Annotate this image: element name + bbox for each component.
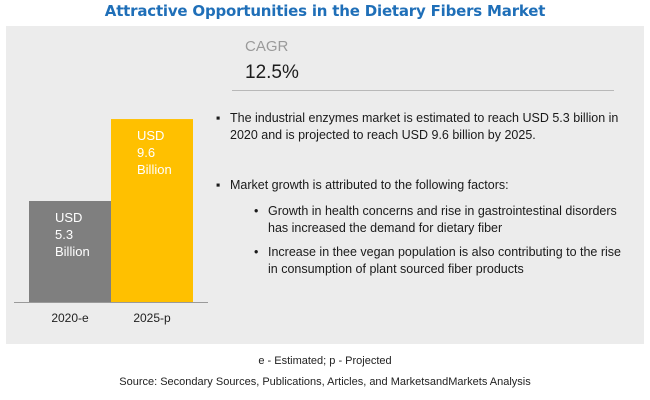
bar-label-2020: USD 5.3 Billion <box>55 210 90 259</box>
cagr-value: 12.5% <box>245 62 299 83</box>
bullet-square-icon: ▪ <box>216 178 221 192</box>
bullet-item: ▪ The industrial enzymes market is estim… <box>216 110 626 144</box>
bullet-square-icon: ▪ <box>216 111 221 125</box>
sub-bullet-item: • Increase in thee vegan population is a… <box>254 244 634 278</box>
cagr-label: CAGR <box>245 38 289 55</box>
cagr-divider <box>232 90 614 91</box>
sub-bullet-text: Increase in thee vegan population is als… <box>268 245 622 276</box>
bar-2020-e <box>29 201 111 302</box>
bar-2025-p <box>111 119 193 302</box>
bullet-dot-icon: • <box>254 204 259 218</box>
sub-bullet-item: • Growth in health concerns and rise in … <box>254 203 634 237</box>
bullet-item: ▪ Market growth is attributed to the fol… <box>216 177 626 194</box>
bullet-dot-icon: • <box>254 245 259 259</box>
x-tick-2020: 2020-e <box>51 311 89 325</box>
footnote: e - Estimated; p - Projected <box>258 355 392 367</box>
bullet-text: The industrial enzymes market is estimat… <box>230 111 619 142</box>
bullet-text: Market growth is attributed to the follo… <box>230 178 509 192</box>
sub-bullet-text: Growth in health concerns and rise in ga… <box>268 204 617 235</box>
chart-title: Attractive Opportunities in the Dietary … <box>104 2 546 20</box>
bar-label-2025: USD 9.6 Billion <box>137 128 172 178</box>
source-note: Source: Secondary Sources, Publications,… <box>119 376 531 388</box>
x-tick-2025: 2025-p <box>133 311 171 325</box>
